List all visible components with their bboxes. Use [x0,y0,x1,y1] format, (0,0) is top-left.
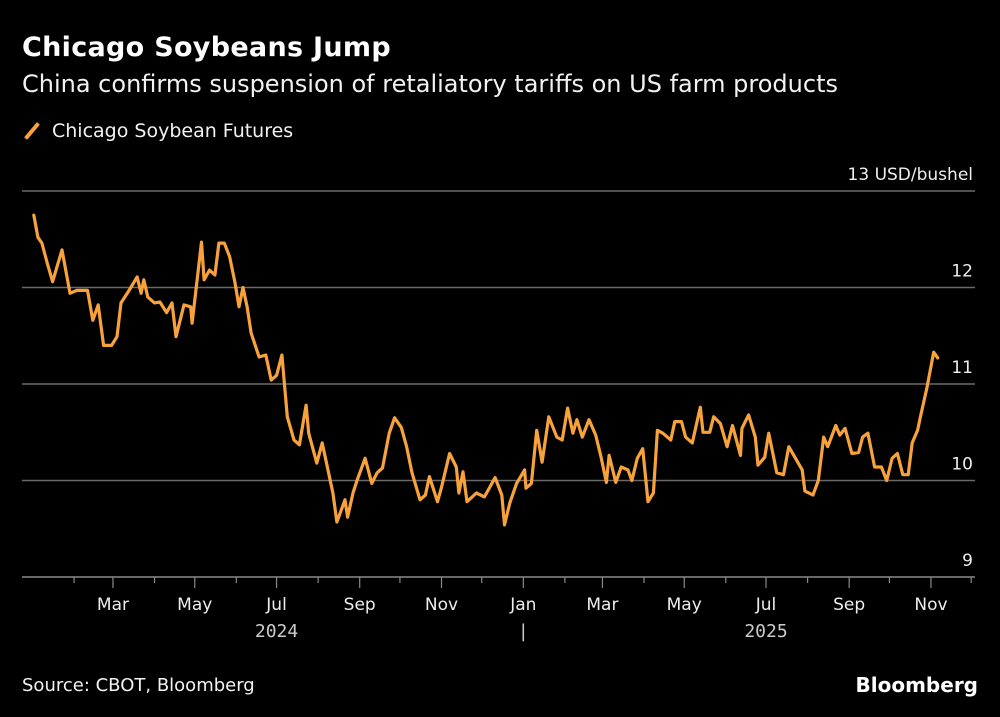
series-line-chicago-soybean-futures [32,213,940,527]
x-tick-label: Sep [833,595,865,615]
legend-label: Chicago Soybean Futures [52,120,294,142]
source-note: Source: CBOT, Bloomberg [22,675,255,696]
x-year-label: 2025 [744,621,787,642]
x-tick-label: May [177,595,212,615]
chart-title: Chicago Soybeans Jump [22,32,391,63]
y-tick-label: 13 USD/bushel [848,165,973,185]
x-tick-label: Sep [344,595,376,615]
y-tick-label: 12 [951,262,973,282]
y-tick-label: 9 [962,551,973,571]
x-tick-label: Nov [914,595,947,615]
chart-subtitle: China confirms suspension of retaliatory… [22,70,838,98]
y-tick-label: 10 [951,455,973,475]
bloomberg-logo: Bloomberg [855,673,978,697]
x-tick-label: Mar [586,595,618,615]
x-tick-label: Jan [509,595,536,615]
x-tick-label: Jul [265,595,287,615]
x-year-label: 2024 [255,621,298,642]
x-tick-label: Nov [425,595,458,615]
x-tick-label: May [667,595,702,615]
x-tick-label: Mar [97,595,129,615]
y-tick-label: 11 [951,358,973,378]
x-year-label: | [518,621,529,642]
x-tick-label: Jul [755,595,777,615]
legend: Chicago Soybean Futures [24,120,293,142]
